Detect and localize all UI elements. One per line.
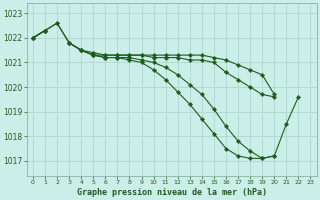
X-axis label: Graphe pression niveau de la mer (hPa): Graphe pression niveau de la mer (hPa) <box>77 188 267 197</box>
